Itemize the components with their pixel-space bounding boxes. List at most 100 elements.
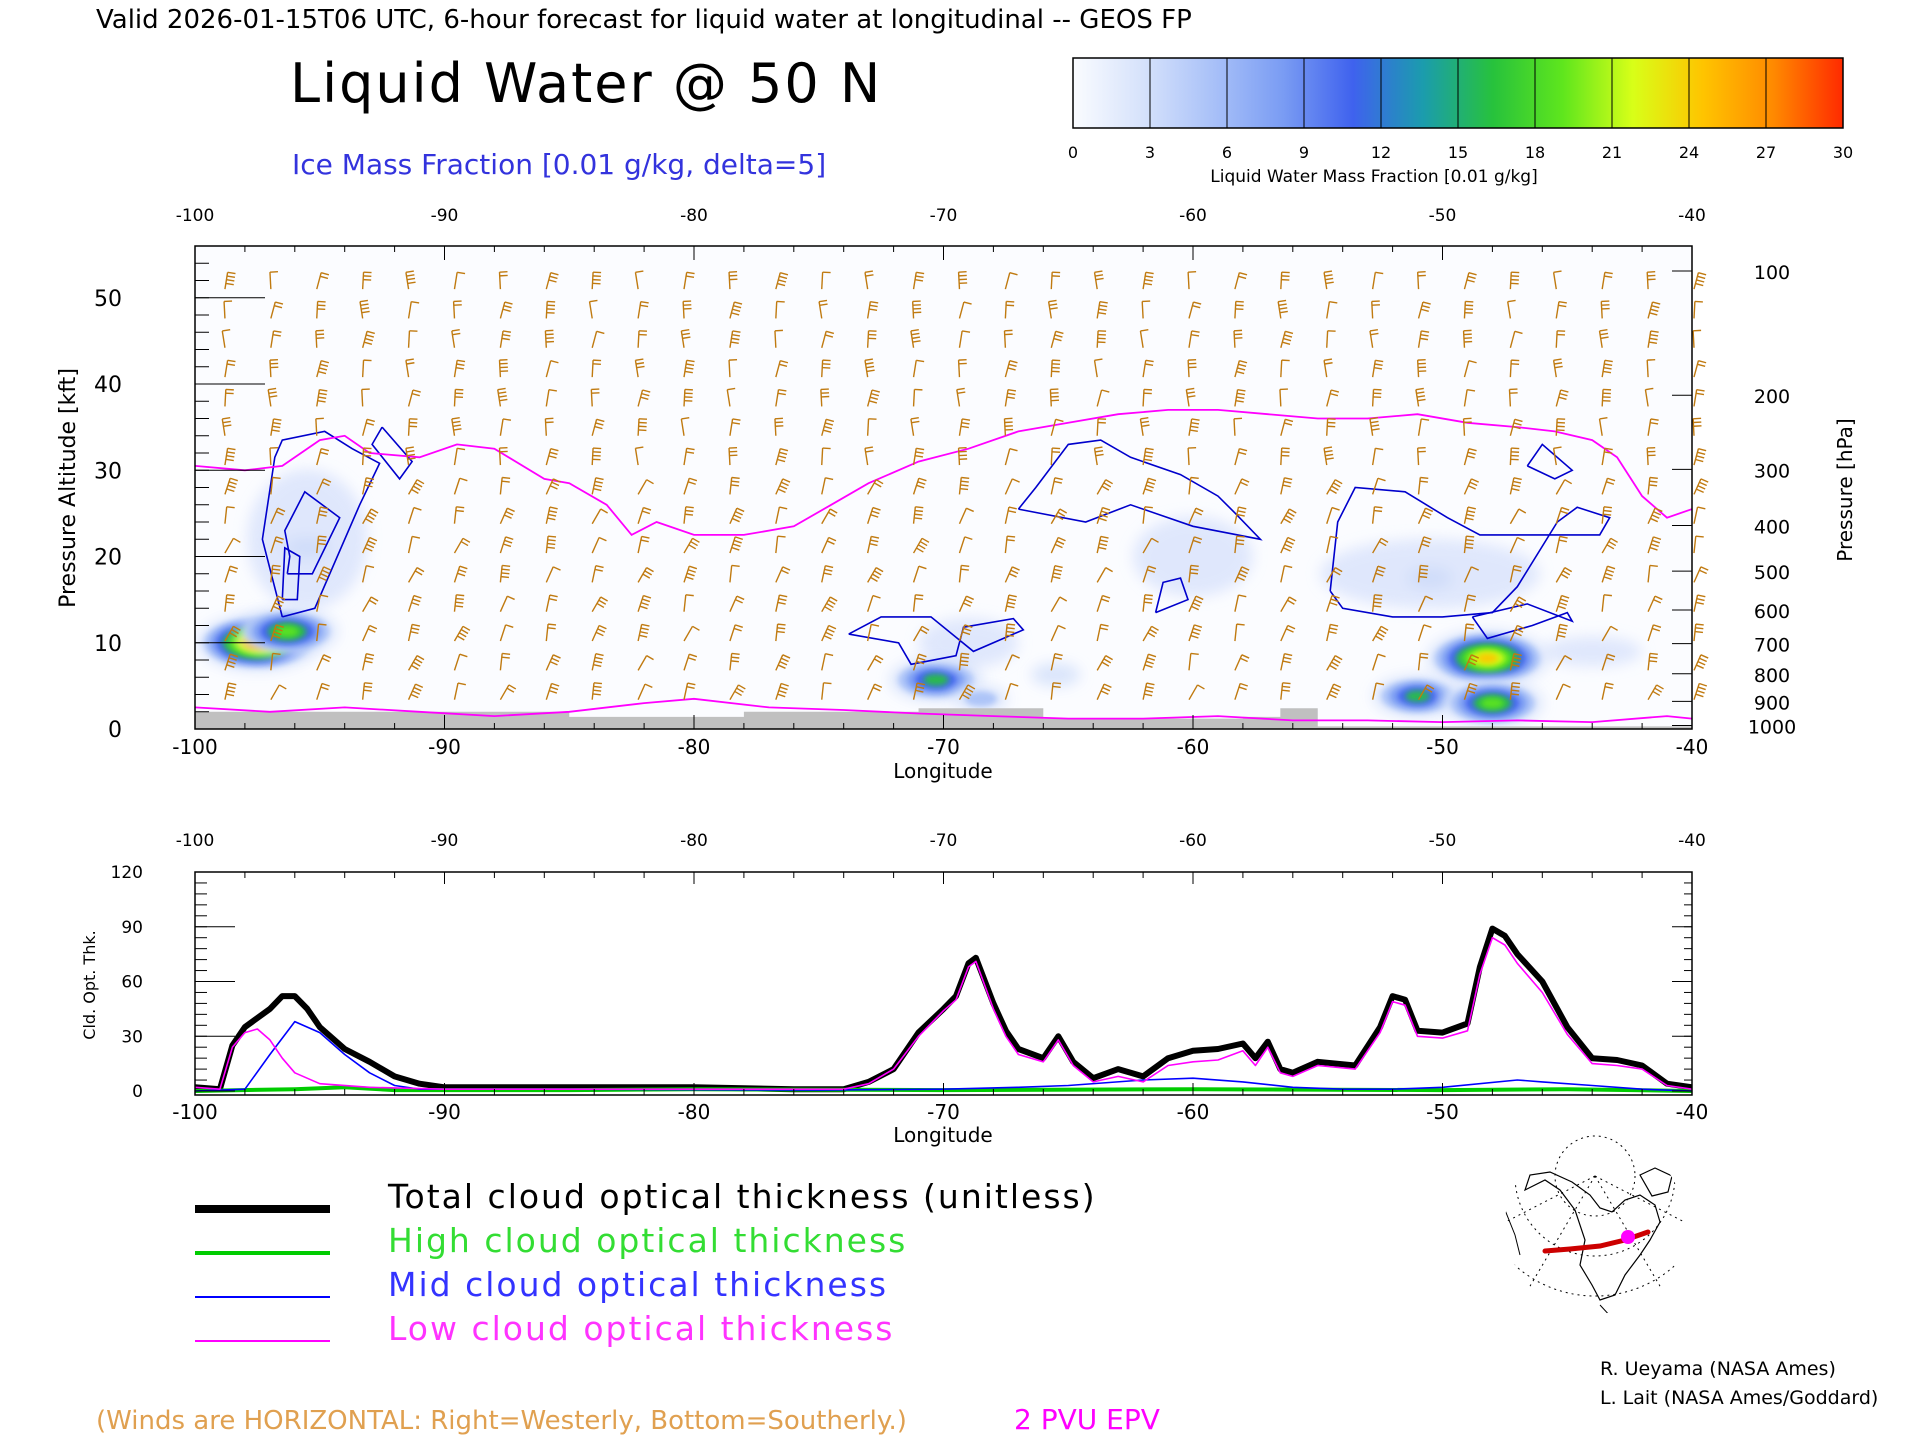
wind-barb [1462,417,1472,436]
wind-barb [221,417,232,436]
wind-barb [1050,682,1062,700]
wind-barb [775,566,791,583]
wind-barb [1417,652,1429,671]
wind-barb [1142,271,1154,290]
wind-barb [1693,535,1704,554]
wind-barb [1004,654,1020,671]
wind-barb [1552,270,1562,290]
wind-barb [591,418,605,436]
wind-barb [1509,508,1527,525]
liquid-water-blob [1480,697,1504,709]
wind-barb [1555,389,1569,407]
wind-barb [1647,684,1664,701]
wind-barb [588,299,598,319]
wind-barb [1050,596,1068,613]
wind-barb [270,684,287,701]
series-line-total [195,925,1692,1093]
wind-barb [1647,564,1658,583]
wind-barb [821,477,834,495]
wind-barb [912,653,927,671]
wind-barb [1601,625,1618,642]
wind-barb [1050,418,1064,436]
wind-barb [1509,477,1522,495]
wind-barb [1463,478,1479,495]
wind-barb [1188,652,1199,671]
wind-barb [911,300,922,319]
wind-barb [1004,272,1018,290]
wind-barb [683,477,698,495]
top-x-tick-label: -40 [1678,206,1706,226]
colorbar-tick-label: 9 [1299,143,1309,162]
wind-barb [545,594,558,612]
colorbar-tick-label: 27 [1756,143,1776,162]
wind-barb [1326,330,1336,348]
wind-barb [683,565,698,583]
wind-barb [775,300,785,319]
wind-barb [361,330,375,348]
wind-barb [316,388,328,407]
wind-barb [1555,479,1573,495]
wind-barb [1417,684,1435,701]
wind-barb [451,417,462,436]
wind-barb [1093,270,1104,290]
wind-barb [1234,388,1246,407]
wind-barb [316,623,327,642]
wind-barb [1096,506,1111,524]
wind-barb [1096,683,1112,700]
wind-barb [1417,301,1431,319]
wind-barb [1188,684,1205,701]
x-tick-label: -60 [1177,735,1210,759]
wind-barb [1004,594,1017,612]
wind-barb [270,507,286,525]
wind-barb [545,360,559,378]
wind-barb [270,301,284,319]
wind-barb [729,595,745,612]
optical-thickness-panel: -100 -100 -90 -90 -80 -80 -70 -70 -60 -60 -50 -50 -4… [80,831,1708,1147]
wind-barb [1598,329,1609,348]
wind-barb [1326,300,1338,319]
wind-barb [499,684,517,701]
y-tick-label: 90 [121,918,143,938]
wind-barb [912,565,927,583]
wind-barb [680,417,690,436]
ice-contour [1526,443,1574,480]
wind-barb [499,595,515,612]
wind-barb [1509,596,1527,613]
pressure-tick-label: 200 [1754,386,1790,408]
faint-cloud-region [918,617,1019,668]
wind-barb [407,389,421,407]
wind-barb [775,594,788,612]
wind-barb [1142,359,1154,378]
wind-barb [1372,537,1389,554]
optical-thickness-lines [195,925,1692,1093]
wind-barb [591,596,608,613]
wind-barb [1050,359,1061,378]
faint-cloud-region [1133,516,1253,597]
y-tick-label: 10 [94,632,122,657]
y-tick-label: 30 [121,1027,143,1047]
wind-barb [1326,535,1339,554]
wind-barb [867,683,883,700]
wind-barb [1280,653,1293,671]
wind-barb [1004,506,1017,524]
wind-barb [1509,565,1522,583]
wind-barb [1096,567,1113,583]
wind-barb [1096,418,1107,436]
wind-barb [1601,537,1618,554]
wind-barb [545,682,560,700]
top-x-tick-label: -90 [431,206,459,226]
colorbar-tick-label: 12 [1371,143,1391,162]
wind-barb [1279,388,1288,407]
wind-barb [545,535,557,554]
liquid-water-blob [1405,690,1430,702]
wind-barb [451,329,461,348]
wind-barb [590,388,600,407]
ice-contour [281,546,301,601]
wind-barb [591,565,604,583]
pressure-tick-label: 100 [1754,262,1790,284]
colorbar-tick-label: 30 [1833,143,1853,162]
wind-barb [407,330,418,348]
wind-barb [405,446,416,466]
liquid-water-blob [923,673,949,686]
wind-barb [1326,567,1343,583]
